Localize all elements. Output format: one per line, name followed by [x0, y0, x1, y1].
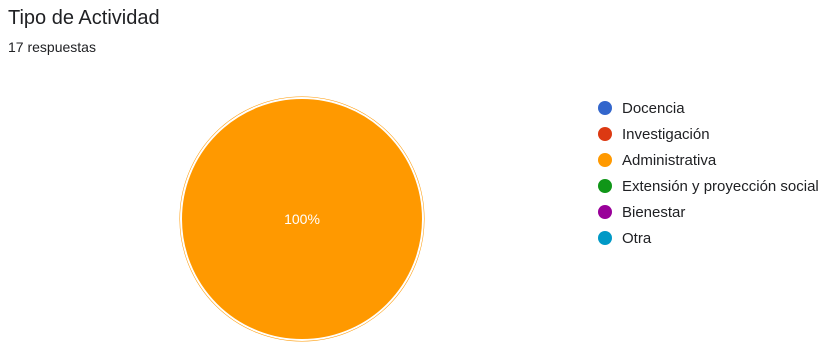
legend-swatch — [598, 153, 612, 167]
pie-slice-administrativa — [176, 93, 428, 345]
pie-chart: 100% — [170, 87, 434, 351]
response-count: 17 respuestas — [8, 39, 96, 55]
legend-label: Bienestar — [622, 203, 686, 221]
legend-label: Docencia — [622, 99, 685, 117]
legend-label: Otra — [622, 229, 652, 247]
legend-item[interactable]: Investigación — [598, 121, 819, 147]
legend-swatch — [598, 205, 612, 219]
legend-swatch — [598, 101, 612, 115]
legend-item[interactable]: Otra — [598, 225, 819, 251]
pie-chart-svg: 100% — [176, 93, 428, 345]
legend-label: Administrativa — [622, 151, 717, 169]
pie-inner-ring — [180, 97, 424, 341]
chart-title: Tipo de Actividad — [8, 7, 160, 29]
chart-legend: Docencia Investigación Administrativa Exten… — [598, 95, 819, 251]
legend-swatch — [598, 179, 612, 193]
legend-swatch — [598, 127, 612, 141]
legend-swatch — [598, 231, 612, 245]
legend-item[interactable]: Bienestar — [598, 199, 819, 225]
legend-item[interactable]: Docencia — [598, 95, 819, 121]
legend-item[interactable]: Administrativa — [598, 147, 819, 173]
slice-label: 100% — [284, 211, 320, 227]
legend-label: Investigación — [622, 125, 710, 143]
legend-label: Extensión y proyección social — [622, 177, 819, 195]
legend-item[interactable]: Extensión y proyección social — [598, 173, 819, 199]
